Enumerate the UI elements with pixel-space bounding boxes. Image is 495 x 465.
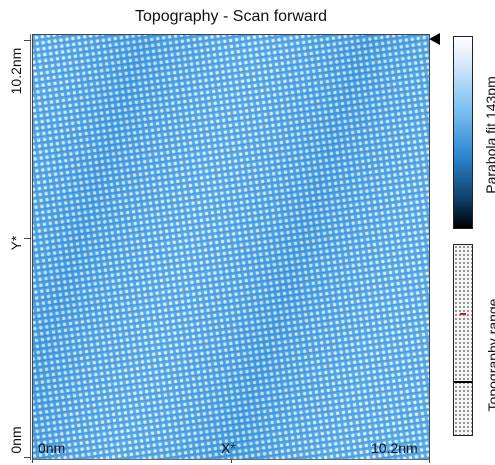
x-axis-tick	[429, 459, 430, 463]
topography-range-bar[interactable]	[453, 244, 473, 436]
y-axis-tick	[24, 238, 31, 239]
x-axis-title: X*	[221, 440, 236, 456]
colorbar	[453, 36, 473, 229]
colorbar-label: Parabola fit 143pm	[483, 76, 495, 194]
x-axis-min-label: 0nm	[38, 440, 66, 456]
y-axis-tick	[24, 457, 31, 458]
y-axis-line	[30, 34, 31, 460]
range-limit-line[interactable]	[454, 381, 472, 383]
topography-scan-image[interactable]	[32, 34, 430, 460]
scan-line-marker-icon[interactable]	[429, 33, 440, 45]
y-axis-max-label: 10.2nm	[8, 47, 24, 95]
x-axis-tick	[231, 459, 232, 463]
y-axis-tick	[24, 40, 31, 41]
x-axis-tick	[32, 459, 33, 463]
x-axis-max-label: 10.2nm	[371, 440, 418, 456]
image-title: Topography - Scan forward	[134, 8, 328, 25]
y-axis-title: Y*	[8, 235, 24, 251]
range-red-marker	[460, 313, 466, 315]
topography-range-label: Topography range	[485, 298, 495, 412]
y-axis-min-label: 0nm	[8, 426, 24, 454]
